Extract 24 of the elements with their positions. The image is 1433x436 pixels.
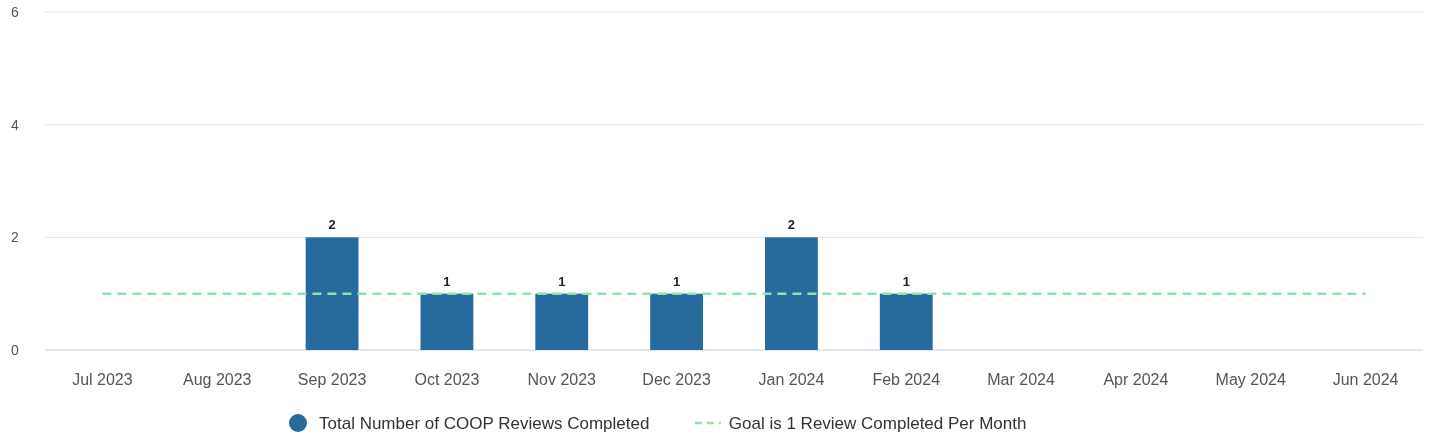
data-label: 1 xyxy=(443,273,451,289)
y-tick-label: 4 xyxy=(11,116,20,133)
data-label: 2 xyxy=(787,217,796,233)
legend-label: Goal is 1 Review Completed Per Month xyxy=(728,414,1027,433)
data-label: 1 xyxy=(672,273,681,289)
y-tick-label: 2 xyxy=(11,229,20,246)
x-tick-label: Feb 2024 xyxy=(872,371,941,388)
data-label: 1 xyxy=(902,273,910,289)
legend-label: Total Number of COOP Reviews Completed xyxy=(319,414,650,433)
x-tick-label: May 2024 xyxy=(1215,371,1286,388)
x-tick-label: Jul 2023 xyxy=(72,371,133,388)
x-tick-label: Oct 2023 xyxy=(414,371,480,388)
x-tick-label: Mar 2024 xyxy=(987,371,1055,388)
x-tick-label: Aug 2023 xyxy=(182,371,252,388)
data-label: 1 xyxy=(558,273,566,289)
x-tick-label: Apr 2024 xyxy=(1103,371,1169,388)
y-tick-label: 0 xyxy=(11,342,20,358)
x-tick-label: Dec 2023 xyxy=(642,371,711,388)
data-label: 2 xyxy=(328,217,336,233)
x-tick-label: Jun 2024 xyxy=(1332,371,1399,388)
y-tick-label: 6 xyxy=(11,4,20,20)
x-tick-label: Nov 2023 xyxy=(527,371,597,388)
x-tick-label: Sep 2023 xyxy=(297,371,367,388)
x-tick-label: Jan 2024 xyxy=(758,371,825,388)
